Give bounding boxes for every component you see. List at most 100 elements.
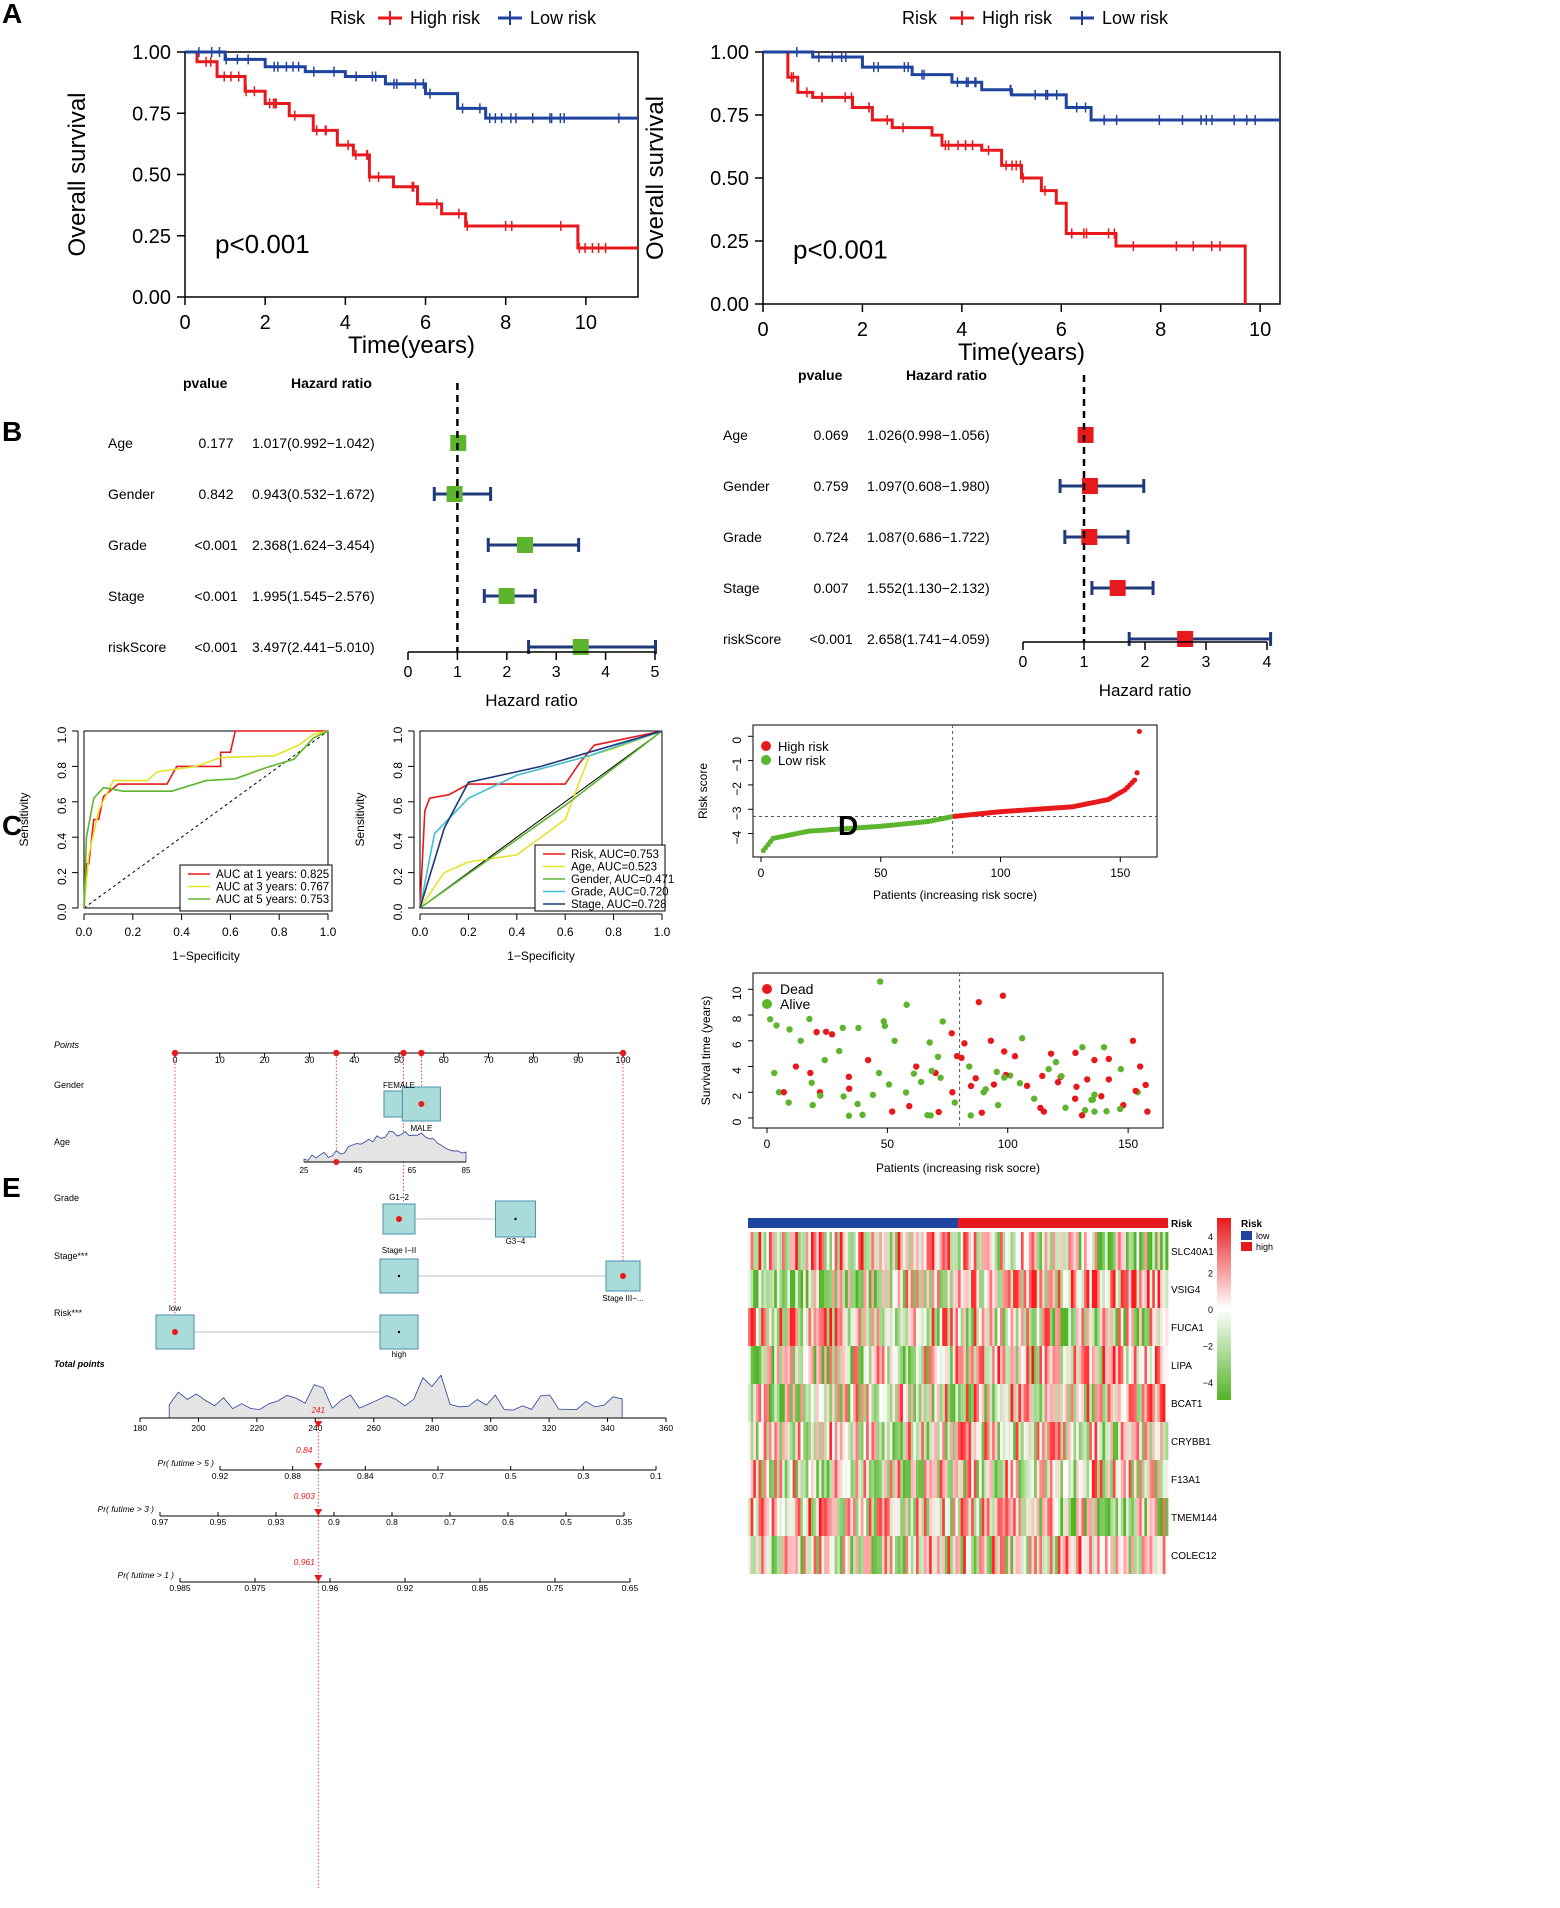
heatmap-cell — [1028, 1308, 1032, 1346]
heatmap-cell — [811, 1422, 815, 1460]
heatmap-cell — [855, 1422, 859, 1460]
heatmap-cell — [979, 1346, 983, 1384]
heatmap-cell — [1005, 1232, 1009, 1270]
heatmap-cell — [965, 1308, 969, 1346]
heatmap-cell — [937, 1270, 941, 1308]
roc-legend-label: AUC at 5 years: 0.753 — [216, 894, 329, 906]
heatmap-cell — [761, 1460, 765, 1498]
heatmap-cell — [1060, 1422, 1064, 1460]
heatmap-cell — [797, 1460, 801, 1498]
heatmap-cell — [795, 1536, 799, 1574]
heatmap-cell — [826, 1536, 830, 1574]
heatmap-cell — [1005, 1422, 1009, 1460]
heatmap-cell — [1099, 1498, 1103, 1536]
heatmap-cell — [1144, 1270, 1148, 1308]
nomo-points-tick-label: 10 — [215, 1055, 225, 1065]
heatmap-cell — [979, 1460, 983, 1498]
heatmap-cell — [847, 1498, 851, 1536]
nomo-prob-tick-label: 0.65 — [622, 1583, 639, 1593]
nomo-prob-tick-label: 0.975 — [244, 1583, 266, 1593]
heatmap-cell — [1160, 1308, 1164, 1346]
heatmap-cell — [1081, 1536, 1085, 1574]
heatmap-cell — [866, 1308, 870, 1346]
p-value-annotation: p<0.001 — [215, 229, 310, 259]
heatmap-cell — [763, 1346, 767, 1384]
roc-xlabel: 1−Specificity — [172, 949, 240, 963]
heatmap-cell — [1139, 1536, 1143, 1574]
forest-hr-marker — [446, 486, 463, 502]
heatmap-cell — [842, 1308, 846, 1346]
heatmap-cell — [1102, 1384, 1106, 1422]
heatmap-cell — [1120, 1308, 1124, 1346]
heatmap-cell — [1044, 1308, 1048, 1346]
heatmap-cell — [816, 1422, 820, 1460]
heatmap-cell — [1115, 1498, 1119, 1536]
km-curve-high — [185, 50, 638, 250]
heatmap-cell — [879, 1232, 883, 1270]
heatmap-cell — [950, 1308, 954, 1346]
heatmap-cell — [813, 1536, 817, 1574]
heatmap-cell — [887, 1536, 891, 1574]
x-axis-label: Time(years) — [958, 339, 1085, 366]
heatmap-cell — [1084, 1384, 1088, 1422]
heatmap-cell — [829, 1536, 833, 1574]
risk-legend-high-dot — [761, 741, 771, 751]
heatmap-cell — [1068, 1308, 1072, 1346]
heatmap-cell — [1039, 1498, 1043, 1536]
heatmap-cell — [1057, 1346, 1061, 1384]
heatmap-cell — [776, 1346, 780, 1384]
heatmap-cell — [916, 1384, 920, 1422]
heatmap-cell — [892, 1270, 896, 1308]
roc-x-tick-label: 1.0 — [654, 925, 671, 939]
heatmap-cell — [931, 1422, 935, 1460]
heatmap-cell — [1010, 1498, 1014, 1536]
p-value-annotation: p<0.001 — [793, 235, 888, 265]
heatmap-cell — [797, 1346, 801, 1384]
heatmap-cell — [1028, 1422, 1032, 1460]
heatmap-cell — [1133, 1384, 1137, 1422]
heatmap-cell — [795, 1308, 799, 1346]
heatmap-cell — [950, 1270, 954, 1308]
heatmap-cell — [1097, 1536, 1101, 1574]
heatmap-cell — [897, 1346, 901, 1384]
heatmap-cell — [826, 1308, 830, 1346]
heatmap-cell — [863, 1384, 867, 1422]
forest-row-hr: 0.943(0.532−1.672) — [252, 486, 375, 502]
heatmap-cell — [839, 1536, 843, 1574]
heatmap-cell — [1094, 1422, 1098, 1460]
heatmap-cell — [800, 1270, 804, 1308]
heatmap-cell — [1144, 1460, 1148, 1498]
nomo-age-tick-label: 45 — [354, 1166, 363, 1175]
heatmap-cell — [1139, 1460, 1143, 1498]
heatmap-cell — [1094, 1536, 1098, 1574]
heatmap-cell — [1086, 1498, 1090, 1536]
heatmap-cell — [842, 1422, 846, 1460]
heatmap-cell — [1070, 1308, 1074, 1346]
heatmap-cell — [902, 1460, 906, 1498]
heatmap-cell — [748, 1308, 752, 1346]
heatmap-cell — [1112, 1422, 1116, 1460]
heatmap-cell — [834, 1460, 838, 1498]
heatmap-cell — [1107, 1346, 1111, 1384]
heatmap-cell — [1120, 1536, 1124, 1574]
heatmap-cell — [976, 1536, 980, 1574]
heatmap-cell — [847, 1536, 851, 1574]
heatmap-cell — [955, 1384, 959, 1422]
heatmap-cell — [1102, 1308, 1106, 1346]
heatmap-cell — [916, 1498, 920, 1536]
heatmap-cell — [955, 1422, 959, 1460]
heatmap-cell — [1036, 1346, 1040, 1384]
heatmap-cell — [845, 1346, 849, 1384]
heatmap-cell — [818, 1346, 822, 1384]
heatmap-cell — [779, 1232, 783, 1270]
nomo-points-marker — [619, 1049, 627, 1057]
heatmap-cell — [921, 1232, 925, 1270]
heatmap-cell — [771, 1270, 775, 1308]
dead-point — [935, 1108, 942, 1116]
heatmap-cell — [860, 1308, 864, 1346]
heatmap-cell — [986, 1422, 990, 1460]
heatmap-cell — [839, 1346, 843, 1384]
heatmap-cell — [916, 1346, 920, 1384]
heatmap-cell — [863, 1308, 867, 1346]
heatmap-cell — [1013, 1422, 1017, 1460]
